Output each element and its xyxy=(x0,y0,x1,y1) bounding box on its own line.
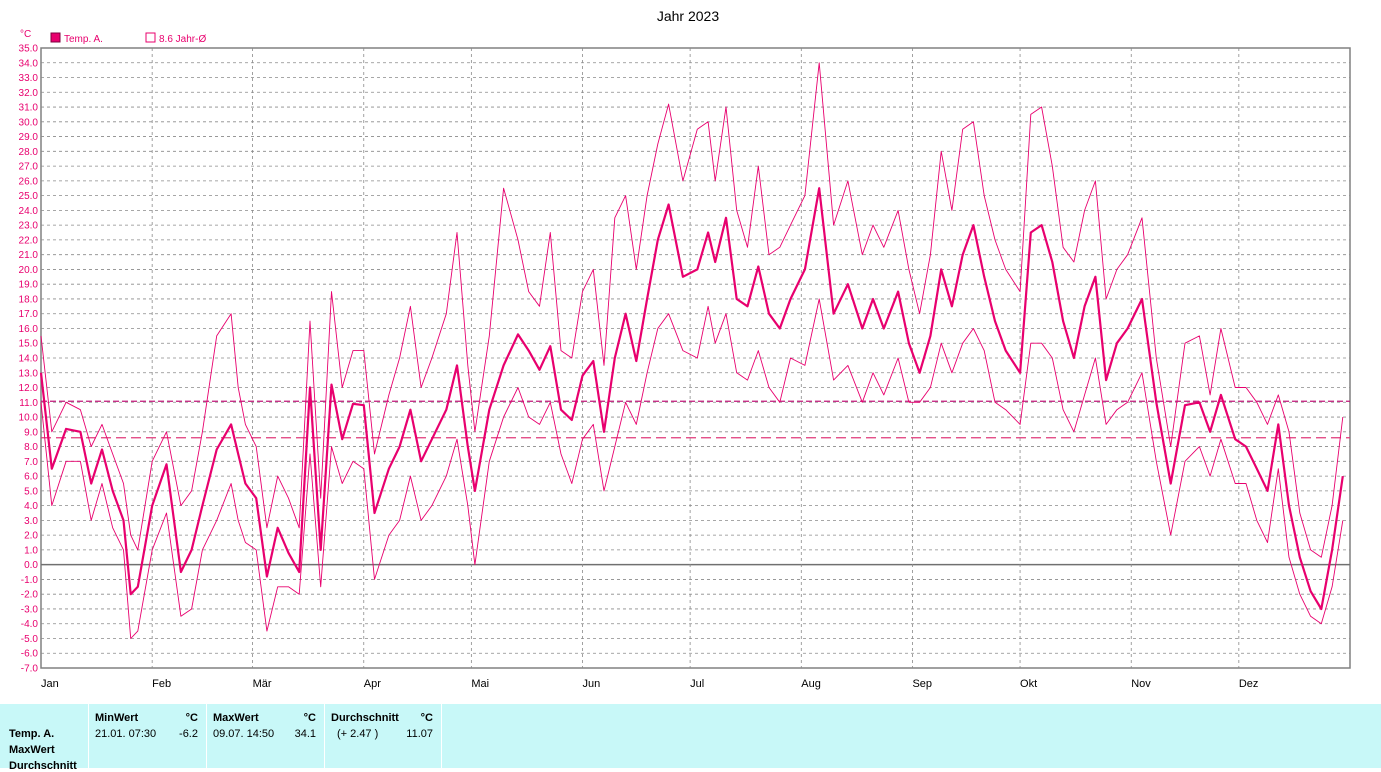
series-line-temp xyxy=(39,187,1344,611)
stats-max-column: MaxWert °C 09.07. 14:50 34.1 xyxy=(206,704,324,768)
legend-label-avg: 8.6 Jahr-Ø xyxy=(159,34,206,45)
x-tick-label: Sep xyxy=(912,678,932,690)
y-tick-label: 6.0 xyxy=(24,472,38,483)
y-tick-label: 1.0 xyxy=(24,545,38,556)
stats-row-label-max: MaxWert xyxy=(9,744,55,756)
x-tick-label: Dez xyxy=(1239,678,1259,690)
temperature-chart: Jahr 2023 °C Temp. A. 8.6 Jahr-Ø -7.0 -6.… xyxy=(19,8,1351,690)
y-axis-tick-labels: -7.0 -6.0 -5.0 -4.0 -3.0 -2.0 -1.0 0.0 1.0 2.0 3.0… xyxy=(19,44,39,675)
legend: Temp. A. 8.6 Jahr-Ø xyxy=(50,32,206,45)
legend-label-temp: Temp. A. xyxy=(64,34,103,45)
y-tick-label: -5.0 xyxy=(21,634,39,645)
y-tick-label: 24.0 xyxy=(19,206,39,217)
vertical-gridlines xyxy=(151,48,1240,668)
y-tick-label: 11.0 xyxy=(19,398,38,409)
y-tick-label: 22.0 xyxy=(19,235,39,246)
y-tick-label: 35.0 xyxy=(19,44,39,55)
max-header: MaxWert xyxy=(213,712,259,724)
y-tick-label: 27.0 xyxy=(19,162,39,173)
y-tick-label: 29.0 xyxy=(19,132,39,143)
series-lines xyxy=(39,62,1344,639)
y-tick-label: 33.0 xyxy=(19,73,39,84)
y-tick-label: 23.0 xyxy=(19,221,39,232)
series-line-range xyxy=(40,62,1344,558)
y-tick-label: 2.0 xyxy=(24,531,38,542)
x-tick-label: Mai xyxy=(471,678,489,690)
x-tick-label: Jul xyxy=(690,678,704,690)
y-tick-label: -2.0 xyxy=(21,590,39,601)
y-tick-label: 0.0 xyxy=(24,560,38,571)
y-tick-label: 32.0 xyxy=(19,88,39,99)
legend-swatch-temp xyxy=(50,32,61,43)
y-tick-label: 12.0 xyxy=(19,383,39,394)
y-tick-label: -3.0 xyxy=(21,604,39,615)
chart-title: Jahr 2023 xyxy=(657,8,719,24)
y-tick-label: 4.0 xyxy=(24,501,38,512)
x-tick-label: Apr xyxy=(364,678,381,690)
x-tick-label: Feb xyxy=(152,678,171,690)
min-header: MinWert xyxy=(95,712,139,724)
legend-swatch-avg xyxy=(145,32,156,43)
y-tick-label: 10.0 xyxy=(19,413,39,424)
y-tick-label: 17.0 xyxy=(19,309,39,320)
y-tick-label: 34.0 xyxy=(19,58,39,69)
series-line-range xyxy=(40,298,1344,639)
y-tick-label: -6.0 xyxy=(21,649,39,660)
y-tick-label: 30.0 xyxy=(19,117,39,128)
reference-lines xyxy=(41,400,1350,439)
min-unit: °C xyxy=(185,712,198,724)
statistics-panel: Temp. A. MaxWert Durchschnitt MinWert °C… xyxy=(0,704,1381,772)
max-datetime: 09.07. 14:50 xyxy=(213,728,275,740)
x-tick-label: Aug xyxy=(801,678,821,690)
max-value: 34.1 xyxy=(294,728,316,740)
x-tick-label: Okt xyxy=(1020,678,1037,690)
y-tick-label: 16.0 xyxy=(19,324,39,335)
y-tick-label: -1.0 xyxy=(21,575,39,586)
y-tick-label: 28.0 xyxy=(19,147,39,158)
x-tick-label: Nov xyxy=(1131,678,1151,690)
min-datetime: 21.01. 07:30 xyxy=(95,728,157,740)
stats-row-label-temp: Temp. A. xyxy=(9,728,55,740)
x-tick-label: Jun xyxy=(583,678,601,690)
y-tick-label: 3.0 xyxy=(24,516,38,527)
x-tick-label: Jan xyxy=(41,678,59,690)
x-tick-label: Mär xyxy=(253,678,272,690)
x-axis-tick-labels: Jan Feb Mär Apr Mai Jun Jul Aug Sep Okt Nov Dez xyxy=(41,678,1258,690)
y-tick-label: 21.0 xyxy=(19,250,39,261)
stats-row-label-avg: Durchschnitt xyxy=(9,760,77,772)
y-axis-unit: °C xyxy=(20,29,31,40)
horizontal-gridlines xyxy=(41,62,1350,654)
min-value: -6.2 xyxy=(179,728,198,740)
y-tick-label: 20.0 xyxy=(19,265,39,276)
max-unit: °C xyxy=(303,712,316,724)
y-tick-label: 18.0 xyxy=(19,294,39,305)
avg-unit: °C xyxy=(420,712,433,724)
y-tick-label: 26.0 xyxy=(19,176,39,187)
y-tick-label: 7.0 xyxy=(24,457,38,468)
y-tick-label: 9.0 xyxy=(24,427,38,438)
avg-delta: (+ 2.47 ) xyxy=(337,728,379,740)
y-tick-label: -7.0 xyxy=(21,664,39,675)
y-tick-label: 15.0 xyxy=(19,339,39,350)
y-tick-label: 19.0 xyxy=(19,280,39,291)
stats-min-column: MinWert °C 21.01. 07:30 -6.2 xyxy=(88,704,206,768)
y-tick-label: 31.0 xyxy=(19,103,39,114)
y-tick-label: 13.0 xyxy=(19,368,39,379)
y-tick-label: 14.0 xyxy=(19,354,39,365)
y-tick-label: 25.0 xyxy=(19,191,39,202)
avg-header: Durchschnitt xyxy=(331,712,399,724)
avg-value: 11.07 xyxy=(406,728,433,740)
stats-avg-column: Durchschnitt °C (+ 2.47 ) 11.07 xyxy=(324,704,442,768)
y-tick-label: 5.0 xyxy=(24,486,38,497)
y-tick-label: -4.0 xyxy=(21,619,39,630)
y-tick-label: 8.0 xyxy=(24,442,38,453)
